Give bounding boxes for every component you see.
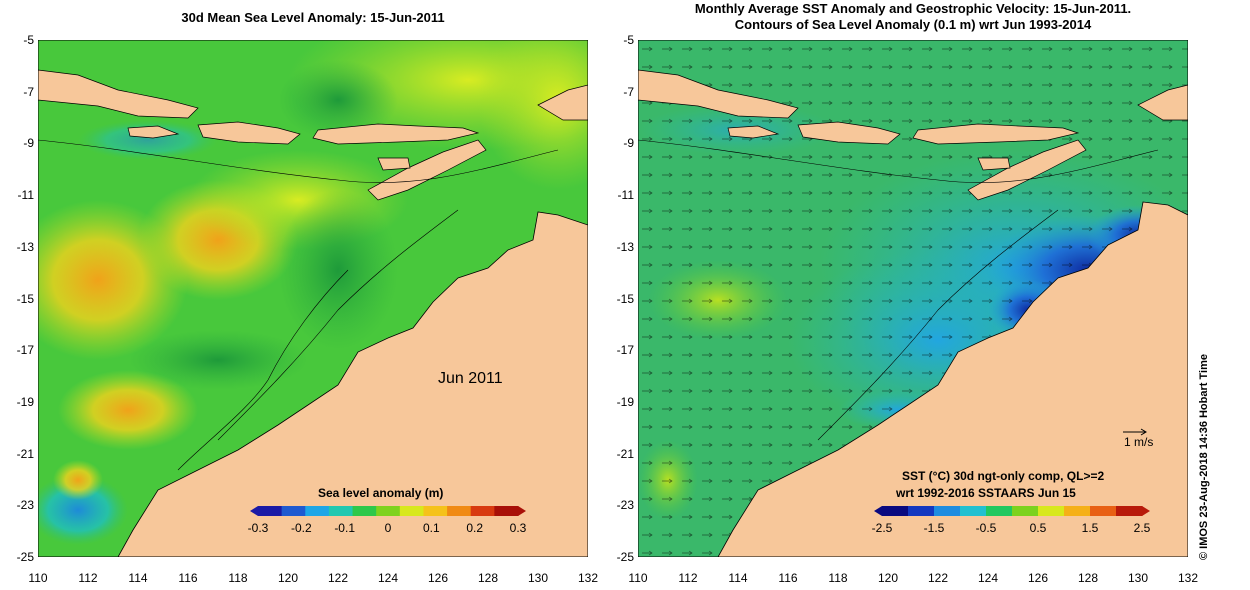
- velocity-scale-label: 1 m/s: [1124, 435, 1154, 449]
- x-tick-label: 116: [778, 571, 798, 585]
- y-tick-label: -11: [17, 188, 34, 203]
- y-tick-label: -15: [616, 291, 634, 306]
- colorbar-segment: [352, 506, 377, 516]
- y-tick-label: -13: [616, 239, 634, 254]
- colorbar-segment: [447, 506, 472, 516]
- y-tick-label: -13: [16, 239, 34, 254]
- colorbar-segment: [934, 506, 961, 516]
- sst-anomaly-map: [638, 40, 1188, 557]
- colorbar-max-arrow: [1142, 506, 1150, 516]
- colorbar-segment: [494, 506, 519, 516]
- imos-credit: © IMOS 23-Aug-2018 14:36 Hobart Time: [1198, 354, 1210, 560]
- month-label: Jun 2011: [438, 370, 503, 387]
- colorbar-segment: [882, 506, 909, 516]
- sla-colorbar: [250, 506, 526, 516]
- colorbar-segment: [1116, 506, 1143, 516]
- y-tick-label: -11: [617, 188, 634, 203]
- sst-label-line2: wrt 1992-2016 SSTAARS Jun 15: [896, 486, 1076, 500]
- colorbar-tick-label: -1.5: [923, 521, 945, 535]
- x-tick-label: 118: [228, 571, 248, 585]
- x-tick-label: 110: [628, 571, 648, 585]
- colorbar-tick-label: 2.5: [1133, 521, 1151, 535]
- colorbar-segment: [960, 506, 987, 516]
- x-tick-label: 126: [1027, 571, 1049, 585]
- x-tick-label: 114: [128, 571, 148, 585]
- right-map-title-line2: Contours of Sea Level Anomaly (0.1 m) wr…: [734, 17, 1092, 32]
- x-tick-label: 132: [1177, 571, 1199, 585]
- colorbar-min-arrow: [874, 506, 882, 516]
- y-tick-label: -21: [16, 446, 34, 461]
- y-tick-label: -19: [16, 394, 34, 409]
- colorbar-tick-label: 0.5: [1029, 521, 1047, 535]
- colorbar-tick-label: -0.2: [290, 521, 312, 535]
- x-tick-label: 112: [678, 571, 698, 585]
- x-tick-label: 124: [977, 571, 999, 585]
- y-tick-label: -9: [23, 136, 34, 151]
- colorbar-tick-label: 0.1: [422, 521, 440, 535]
- sea-level-anomaly-map: [38, 40, 588, 557]
- colorbar-tick-label: 0: [384, 521, 392, 535]
- y-tick-label: -21: [616, 446, 634, 461]
- x-tick-label: 128: [1077, 571, 1099, 585]
- colorbar-segment: [986, 506, 1013, 516]
- colorbar-segment: [1064, 506, 1091, 516]
- x-tick-label: 116: [178, 571, 198, 585]
- y-tick-label: -17: [616, 343, 634, 358]
- colorbar-segment: [258, 506, 283, 516]
- colorbar-segment: [423, 506, 448, 516]
- y-tick-label: -23: [616, 498, 634, 513]
- x-tick-label: 122: [927, 571, 949, 585]
- y-tick-label: -25: [616, 550, 634, 564]
- y-tick-label: -9: [623, 136, 634, 151]
- colorbar-segment: [305, 506, 330, 516]
- sla-colorbar-title: Sea level anomaly (m): [318, 486, 444, 500]
- y-tick-label: -7: [23, 84, 34, 99]
- y-tick-label: -15: [16, 291, 34, 306]
- colorbar-tick-label: -0.5: [975, 521, 997, 535]
- colorbar-tick-label: 1.5: [1081, 521, 1099, 535]
- x-tick-label: 130: [527, 571, 549, 585]
- colorbar-min-arrow: [250, 506, 258, 516]
- sst-colorbar: [874, 506, 1150, 516]
- colorbar-segment: [1038, 506, 1065, 516]
- colorbar-tick-label: -0.3: [247, 521, 269, 535]
- left-map-title: 30d Mean Sea Level Anomaly: 15-Jun-2011: [181, 10, 445, 25]
- x-tick-label: 120: [877, 571, 899, 585]
- x-tick-label: 130: [1127, 571, 1149, 585]
- y-tick-label: -17: [16, 343, 34, 358]
- colorbar-max-arrow: [518, 506, 526, 516]
- right-map-title-line1: Monthly Average SST Anomaly and Geostrop…: [694, 1, 1132, 16]
- colorbar-tick-label: -2.5: [871, 521, 893, 535]
- australia-landmass: [117, 211, 588, 557]
- colorbar-segment: [1090, 506, 1117, 516]
- x-tick-label: 120: [277, 571, 299, 585]
- y-tick-label: -19: [616, 394, 634, 409]
- x-tick-label: 126: [427, 571, 449, 585]
- colorbar-segment: [1012, 506, 1039, 516]
- colorbar-segment: [908, 506, 935, 516]
- colorbar-tick-label: 0.3: [509, 521, 527, 535]
- x-tick-label: 114: [728, 571, 748, 585]
- colorbar-segment: [376, 506, 401, 516]
- x-tick-label: 132: [577, 571, 599, 585]
- x-tick-label: 112: [78, 571, 98, 585]
- colorbar-segment: [281, 506, 306, 516]
- colorbar-segment: [399, 506, 424, 516]
- y-tick-label: -5: [23, 33, 34, 47]
- x-tick-label: 124: [377, 571, 399, 585]
- x-tick-label: 118: [828, 571, 848, 585]
- x-tick-label: 128: [477, 571, 499, 585]
- colorbar-tick-label: 0.2: [466, 521, 483, 535]
- x-tick-label: 122: [327, 571, 349, 585]
- y-tick-label: -7: [623, 84, 634, 99]
- sst-label-line1: SST (°C) 30d ngt-only comp, QL>=2: [902, 469, 1105, 483]
- colorbar-segment: [328, 506, 354, 516]
- y-tick-label: -25: [16, 550, 34, 564]
- y-tick-label: -5: [623, 33, 634, 47]
- colorbar-segment: [470, 506, 495, 516]
- colorbar-tick-label: -0.1: [334, 521, 355, 535]
- x-tick-label: 110: [28, 571, 48, 585]
- y-tick-label: -23: [16, 498, 34, 513]
